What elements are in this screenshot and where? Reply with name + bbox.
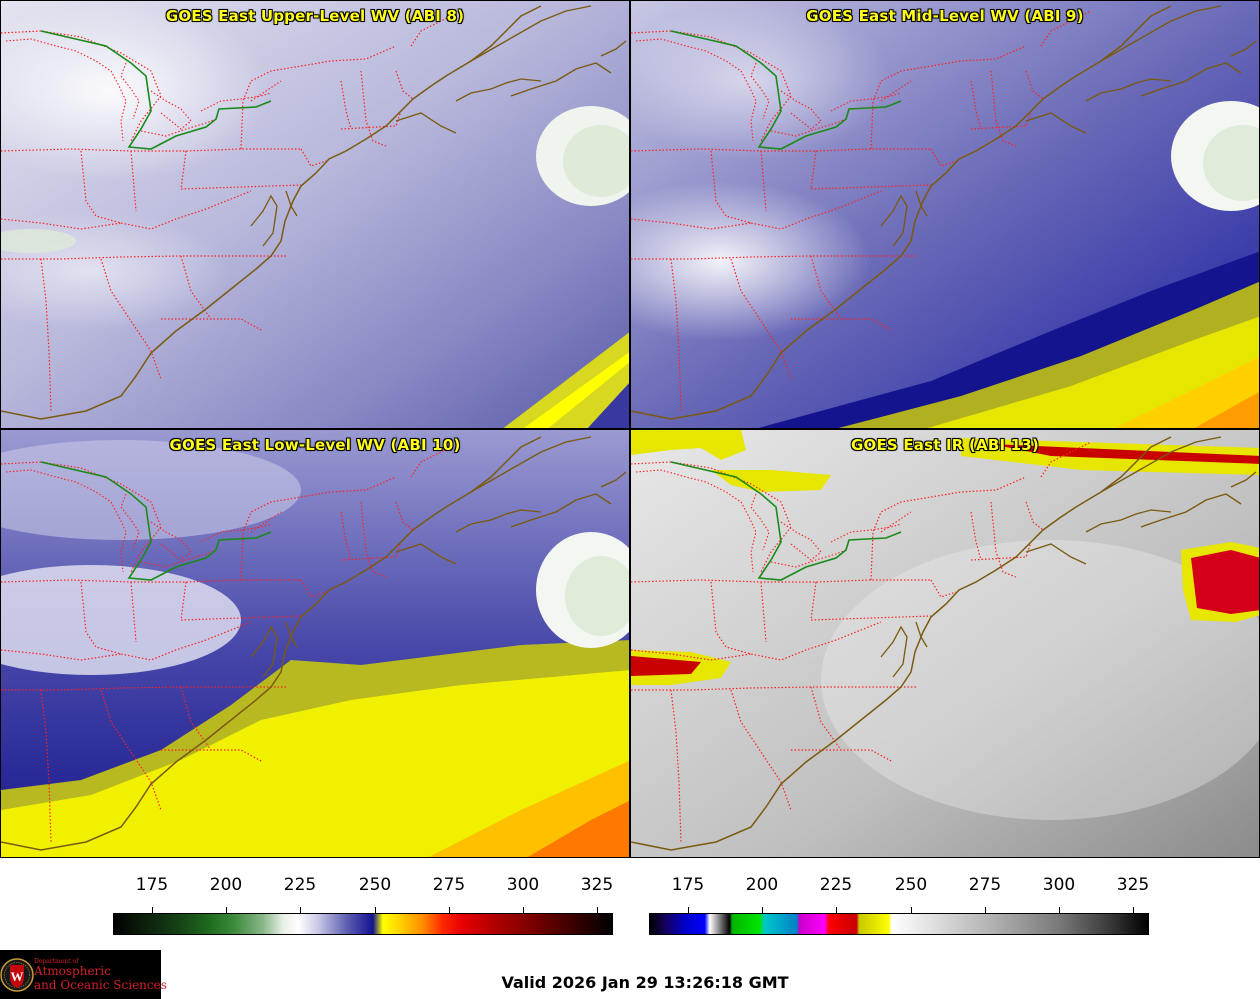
colorbar-tick-mark xyxy=(1133,907,1134,913)
valid-time: Valid 2026 Jan 29 13:26:18 GMT xyxy=(501,973,789,992)
ir-colorbar: 175 200 225 250 275 300 325 xyxy=(649,873,1149,937)
colorbar-tick-label: 300 xyxy=(1042,875,1076,895)
ir-colorbar-ticks: 175 200 225 250 275 300 325 xyxy=(649,873,1149,913)
colorbar-tick-mark xyxy=(226,907,227,913)
uw-crest-icon: W xyxy=(0,958,34,992)
colorbar-tick-mark xyxy=(152,907,153,913)
colorbar-tick-mark xyxy=(300,907,301,913)
colorbar-tick-label: 225 xyxy=(283,875,317,895)
colorbar-tick-label: 200 xyxy=(745,875,779,895)
aos-logo: W Department of Atmospheric and Oceanic … xyxy=(0,950,167,999)
colorbar-tick-mark xyxy=(597,907,598,913)
colorbar-tick-label: 300 xyxy=(506,875,540,895)
colorbar-tick-label: 275 xyxy=(968,875,1002,895)
colorbar-tick-label: 275 xyxy=(432,875,466,895)
logo-line-oceanic: and Oceanic Sciences xyxy=(34,978,167,992)
colorbar-tick-mark xyxy=(375,907,376,913)
upper-wv-image xyxy=(1,1,629,428)
svg-text:W: W xyxy=(11,969,24,984)
panel-ir: GOES East IR (ABI 13) xyxy=(630,429,1260,858)
colorbar-tick-mark xyxy=(836,907,837,913)
low-wv-image xyxy=(1,430,629,857)
mid-wv-image xyxy=(631,1,1259,428)
colorbar-tick-label: 325 xyxy=(580,875,614,895)
logo-line-atmospheric: Atmospheric xyxy=(34,964,111,978)
colorbar-tick-mark xyxy=(762,907,763,913)
colorbar-tick-mark xyxy=(449,907,450,913)
wv-colorbar-strip xyxy=(113,913,613,935)
colorbar-tick-label: 175 xyxy=(135,875,169,895)
colorbar-tick-mark xyxy=(523,907,524,913)
panel-upper-wv: GOES East Upper-Level WV (ABI 8) xyxy=(0,0,630,429)
wv-colorbar: 175 200 225 250 275 300 325 xyxy=(113,873,613,937)
colorbar-tick-mark xyxy=(688,907,689,913)
colorbar-tick-mark xyxy=(1059,907,1060,913)
colorbar-tick-mark xyxy=(985,907,986,913)
colorbar-tick-label: 200 xyxy=(209,875,243,895)
colorbar-tick-label: 175 xyxy=(671,875,705,895)
wv-colorbar-ticks: 175 200 225 250 275 300 325 xyxy=(113,873,613,913)
ir-colorbar-strip xyxy=(649,913,1149,935)
colorbar-tick-label: 325 xyxy=(1116,875,1150,895)
panel-low-wv: GOES East Low-Level WV (ABI 10) xyxy=(0,429,630,858)
colorbar-tick-mark xyxy=(911,907,912,913)
colorbar-tick-label: 250 xyxy=(358,875,392,895)
colorbar-tick-label: 250 xyxy=(894,875,928,895)
colorbar-tick-label: 225 xyxy=(819,875,853,895)
panel-mid-wv: GOES East Mid-Level WV (ABI 9) xyxy=(630,0,1260,429)
ir-image xyxy=(631,430,1259,857)
logo-dept-of: Department of xyxy=(34,958,79,965)
